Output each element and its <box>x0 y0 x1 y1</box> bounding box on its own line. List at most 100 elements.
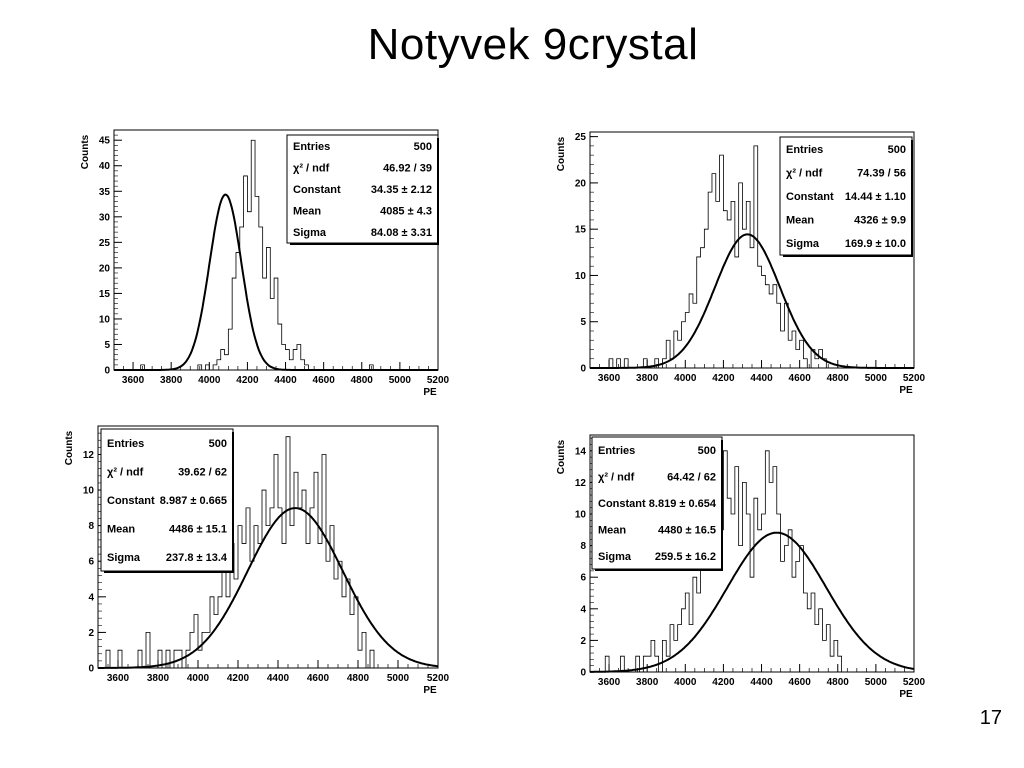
y-tick-label: 10 <box>83 486 95 497</box>
y-tick-label: 4 <box>88 592 94 603</box>
x-tick-label: 4400 <box>750 677 773 688</box>
y-tick-label: 12 <box>83 450 95 461</box>
gaussian-fit-curve <box>590 233 914 369</box>
y-tick-label: 25 <box>575 132 587 143</box>
stats-label: Constant <box>293 184 341 196</box>
stats-label: Mean <box>786 215 814 227</box>
x-tick-label: 4200 <box>236 375 259 386</box>
y-axis-title: Counts <box>556 439 567 474</box>
histogram-steps <box>590 450 914 673</box>
stats-label: Sigma <box>786 238 820 250</box>
x-axis-title: PE <box>423 685 437 696</box>
x-tick-label: 4800 <box>827 373 850 384</box>
x-tick-label: 5000 <box>865 677 888 688</box>
y-tick-label: 2 <box>88 628 94 639</box>
y-tick-label: 0 <box>104 366 110 377</box>
y-tick-label: 8 <box>88 521 94 532</box>
stats-label: χ² / ndf <box>598 472 635 484</box>
x-tick-label: 3800 <box>147 673 170 684</box>
x-tick-label: 5200 <box>427 673 450 684</box>
stats-value: 8.819 ± 0.654 <box>649 498 717 510</box>
stats-label: χ² / ndf <box>107 467 144 479</box>
x-tick-label: 4400 <box>267 673 290 684</box>
y-tick-label: 5 <box>104 340 110 351</box>
stats-label: Constant <box>786 191 834 203</box>
x-tick-label: 3800 <box>636 677 659 688</box>
stats-value: 500 <box>698 445 716 457</box>
x-tick-label: 4200 <box>712 373 735 384</box>
x-axis-title: PE <box>423 387 437 398</box>
stats-value: 500 <box>209 438 227 450</box>
y-tick-label: 20 <box>99 263 111 274</box>
histogram-steps <box>590 145 914 369</box>
y-tick-label: 8 <box>580 541 586 552</box>
stats-box <box>779 136 913 256</box>
x-tick-label: 3600 <box>598 373 621 384</box>
y-tick-label: 5 <box>580 317 586 328</box>
stats-label: Sigma <box>293 227 327 239</box>
stats-value: 8.987 ± 0.665 <box>160 495 227 507</box>
page-number: 17 <box>979 707 1002 729</box>
y-tick-label: 2 <box>580 636 586 647</box>
x-tick-label: 4600 <box>313 375 336 386</box>
stats-label: Mean <box>107 523 135 535</box>
y-tick-label: 35 <box>99 187 111 198</box>
x-axis-title: PE <box>899 385 913 396</box>
stats-label: Sigma <box>598 551 632 563</box>
stats-value: 39.62 / 62 <box>178 467 227 479</box>
y-tick-label: 0 <box>580 668 586 679</box>
x-tick-label: 4600 <box>307 673 330 684</box>
y-tick-label: 25 <box>99 238 111 249</box>
x-tick-label: 4000 <box>674 677 697 688</box>
stats-label: Mean <box>293 206 321 218</box>
stats-value: 74.39 / 56 <box>857 167 906 179</box>
y-tick-label: 0 <box>88 664 94 675</box>
x-tick-label: 3800 <box>160 375 183 386</box>
x-tick-label: 3800 <box>636 373 659 384</box>
x-tick-label: 3600 <box>107 673 130 684</box>
y-tick-label: 0 <box>580 364 586 375</box>
y-tick-label: 10 <box>99 314 111 325</box>
gaussian-fit-curve <box>98 507 439 669</box>
y-tick-label: 15 <box>575 225 587 236</box>
stats-value: 14.44 ± 1.10 <box>845 191 906 203</box>
stats-value: 4326 ± 9.9 <box>854 215 906 227</box>
stats-label: Entries <box>598 445 635 457</box>
stats-label: Entries <box>293 141 330 153</box>
stats-value: 259.5 ± 16.2 <box>655 551 716 563</box>
stats-value: 4085 ± 4.3 <box>380 206 432 218</box>
stats-value: 4486 ± 15.1 <box>169 523 227 535</box>
stats-value: 84.08 ± 3.31 <box>371 227 432 239</box>
y-axis-title: Counts <box>556 136 567 171</box>
y-tick-label: 12 <box>575 478 587 489</box>
stats-label: Sigma <box>107 552 141 564</box>
y-tick-label: 6 <box>580 573 586 584</box>
histogram-panel-bottom-right: 3600 3800 4000 4200 4400 4600 4800 5000 5200 0 2 4 6… <box>556 434 926 700</box>
stats-value: 34.35 ± 2.12 <box>371 184 432 196</box>
x-tick-label: 5000 <box>387 673 410 684</box>
x-tick-label: 3600 <box>122 375 145 386</box>
x-tick-label: 4800 <box>827 677 850 688</box>
stats-label: Entries <box>107 438 144 450</box>
x-tick-label: 4400 <box>274 375 297 386</box>
stats-box <box>286 134 439 244</box>
x-tick-label: 5000 <box>865 373 888 384</box>
y-axis-title: Counts <box>64 430 75 465</box>
x-tick-label: 4600 <box>789 677 812 688</box>
stats-label: χ² / ndf <box>786 167 823 179</box>
y-axis-title: Counts <box>80 134 91 169</box>
gaussian-fit-curve <box>590 531 915 673</box>
stats-label: Mean <box>598 524 626 536</box>
x-tick-label: 4600 <box>789 373 812 384</box>
stats-label: χ² / ndf <box>293 162 330 174</box>
stats-value: 169.9 ± 10.0 <box>845 238 906 250</box>
stats-value: 4480 ± 16.5 <box>658 524 716 536</box>
histogram-panel-top-left: 3600 3800 4000 4200 4400 4600 4800 5000 5200 0 5 10… <box>80 129 450 398</box>
y-tick-label: 20 <box>575 178 587 189</box>
stats-box <box>100 428 234 572</box>
x-tick-label: 4800 <box>347 673 370 684</box>
stats-label: Constant <box>598 498 646 510</box>
stats-label: Constant <box>107 495 155 507</box>
x-tick-label: 3600 <box>598 677 621 688</box>
x-tick-label: 4000 <box>198 375 221 386</box>
